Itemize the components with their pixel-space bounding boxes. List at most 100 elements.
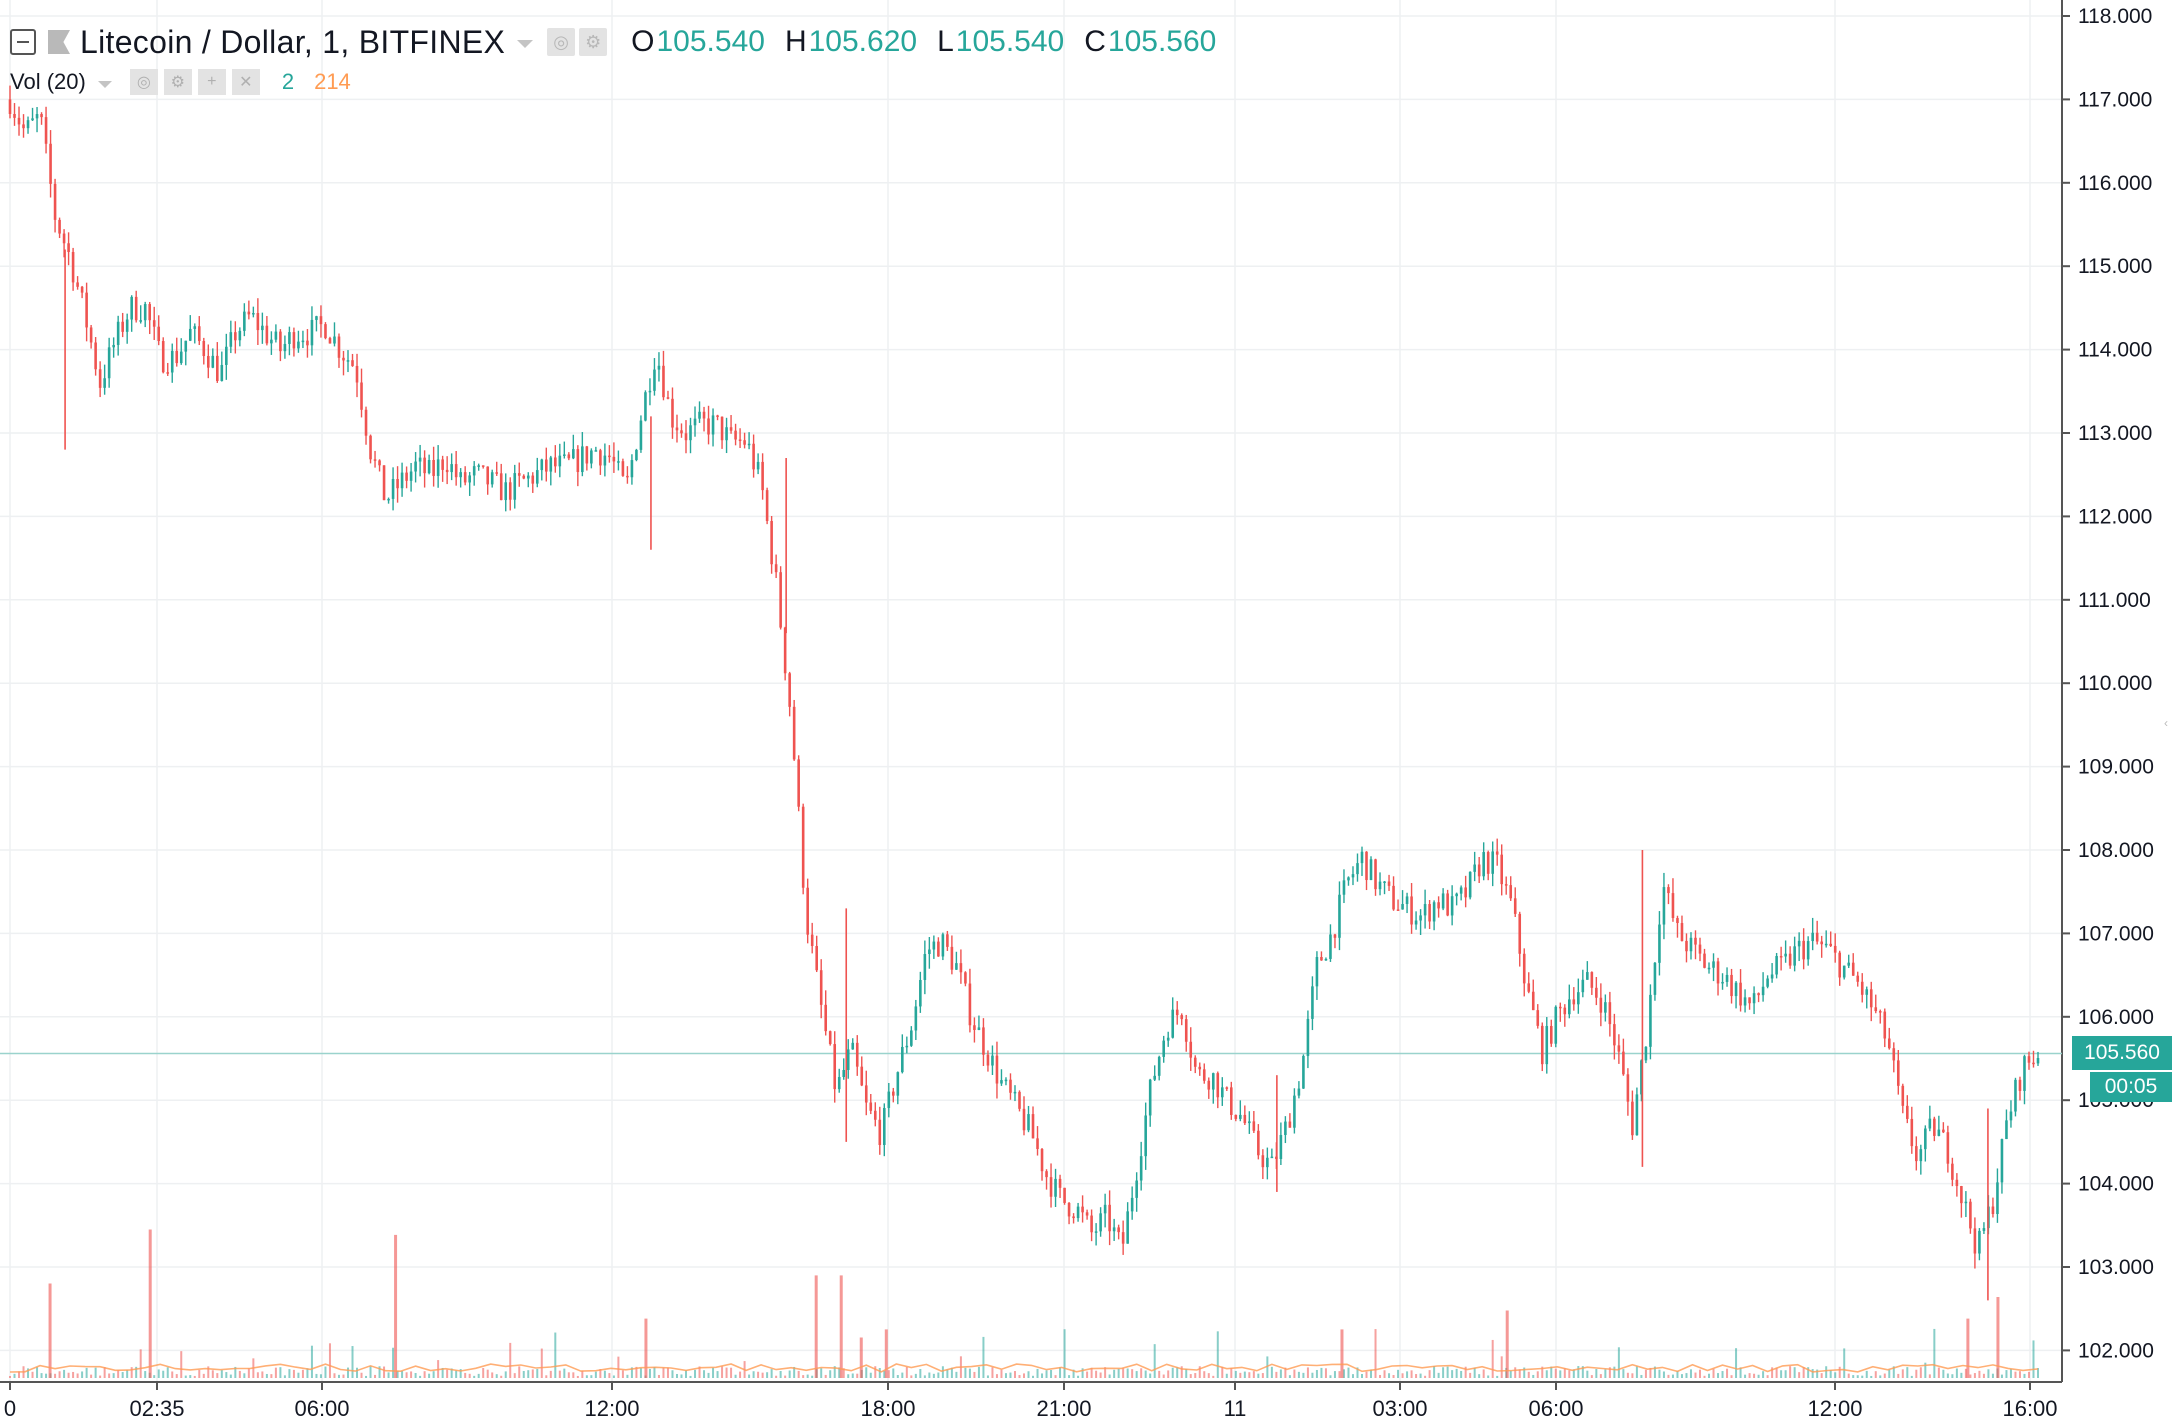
candle-body [387, 498, 390, 501]
candle-body [378, 460, 381, 466]
volume-bar [1919, 1367, 1922, 1378]
candle-body [1279, 1134, 1283, 1159]
candle-body [382, 465, 386, 501]
volume-bar [1834, 1372, 1837, 1378]
volume-spike [1996, 1297, 2000, 1378]
candle-body [1996, 1182, 1999, 1215]
volume-bar [1640, 1374, 1643, 1378]
candle-body [1333, 934, 1337, 938]
bar-countdown-tag: 00:05 [2090, 1072, 2172, 1102]
price-tick-label: 109.000 [2078, 756, 2154, 779]
candle-body [418, 457, 422, 462]
close-icon[interactable]: ✕ [231, 69, 260, 95]
volume-bar [1320, 1367, 1323, 1378]
candle-body [1441, 893, 1445, 909]
volume-bar [1766, 1375, 1769, 1378]
candle-body [197, 326, 201, 342]
candle-body [1595, 987, 1598, 998]
volume-bar [1897, 1373, 1900, 1378]
volume-bar [671, 1370, 674, 1378]
volume-bar [1460, 1370, 1463, 1378]
candle-body [301, 340, 305, 343]
volume-label[interactable]: Vol (20) [10, 69, 86, 94]
volume-bar [1261, 1373, 1264, 1378]
candle-body [1383, 881, 1386, 884]
symbol-title[interactable]: Litecoin / Dollar, 1, BITFINEX [80, 23, 506, 60]
candle-body [1878, 1011, 1882, 1013]
volume-bar [1297, 1371, 1300, 1378]
volume-bar [1243, 1371, 1246, 1378]
candle-body [1635, 1094, 1639, 1136]
candle-body [495, 472, 499, 474]
candle-body [342, 357, 345, 361]
candle-body [441, 459, 444, 470]
candle-body [1568, 999, 1571, 1015]
candle-body [1793, 946, 1796, 966]
candle-body [477, 465, 480, 467]
volume-bar [274, 1367, 277, 1378]
volume-bar [1735, 1348, 1738, 1378]
candle-body [1320, 957, 1323, 961]
time-tick-label: 12:00 [1807, 1396, 1862, 1421]
flag-icon[interactable] [48, 30, 70, 54]
volume-bar [752, 1371, 755, 1378]
candle-body [941, 934, 945, 957]
candle-body [490, 472, 494, 485]
volume-bar [1568, 1370, 1571, 1378]
chevron-left-icon[interactable]: ‹ [2164, 716, 2168, 730]
gear-icon[interactable]: ⚙ [579, 28, 608, 56]
eye-icon[interactable]: ◎ [129, 69, 158, 95]
volume-bar [1662, 1371, 1665, 1378]
candle-body [1901, 1085, 1905, 1106]
volume-bar [1500, 1356, 1503, 1378]
volume-bar [31, 1371, 34, 1378]
volume-bar [1951, 1374, 1954, 1378]
volume-bar [1077, 1375, 1080, 1378]
candle-body [62, 233, 66, 244]
candle-body [752, 443, 755, 470]
candle-body [1329, 934, 1332, 959]
candle-body [684, 433, 688, 441]
candle-body [869, 1102, 873, 1111]
volume-bar [703, 1370, 706, 1378]
volume-bar [1176, 1367, 1179, 1378]
candle-body [2009, 1111, 2013, 1121]
candle-body [157, 326, 161, 342]
volume-bar [1306, 1367, 1309, 1378]
volume-bar [99, 1375, 102, 1378]
volume-bar [1937, 1367, 1940, 1378]
collapse-legend-icon[interactable] [10, 29, 36, 55]
gear-icon[interactable]: ⚙ [163, 69, 192, 95]
volume-bar [887, 1370, 890, 1378]
candle-body [481, 465, 485, 467]
candle-body [1464, 887, 1467, 898]
eye-icon[interactable]: ◎ [547, 28, 576, 56]
candle-body [617, 461, 620, 463]
chevron-down-icon[interactable] [97, 80, 112, 88]
candle-body [675, 427, 679, 431]
candle-body [1545, 1025, 1549, 1065]
volume-bar [1726, 1368, 1729, 1378]
plus-icon[interactable]: + [197, 69, 226, 95]
volume-bar [1635, 1366, 1638, 1378]
volume-bar [1437, 1372, 1440, 1378]
volume-bar [1915, 1369, 1918, 1378]
chevron-down-icon[interactable] [517, 40, 534, 48]
candle-body [1604, 1002, 1607, 1013]
candle-body [238, 330, 242, 341]
volume-bar [76, 1373, 79, 1378]
candle-body [1414, 920, 1418, 925]
volume-bar [1852, 1375, 1855, 1378]
volume-bar [982, 1336, 985, 1378]
candle-body [184, 340, 188, 352]
candle-body [94, 342, 97, 370]
volume-bar [256, 1372, 259, 1378]
volume-bar [878, 1368, 881, 1378]
price-tick-label: 104.000 [2078, 1173, 2154, 1196]
candle-body [937, 941, 940, 957]
volume-bar [1009, 1372, 1012, 1378]
volume-bar [770, 1369, 773, 1378]
low-key: L [937, 25, 954, 58]
price-tick-label: 110.000 [2078, 672, 2152, 695]
